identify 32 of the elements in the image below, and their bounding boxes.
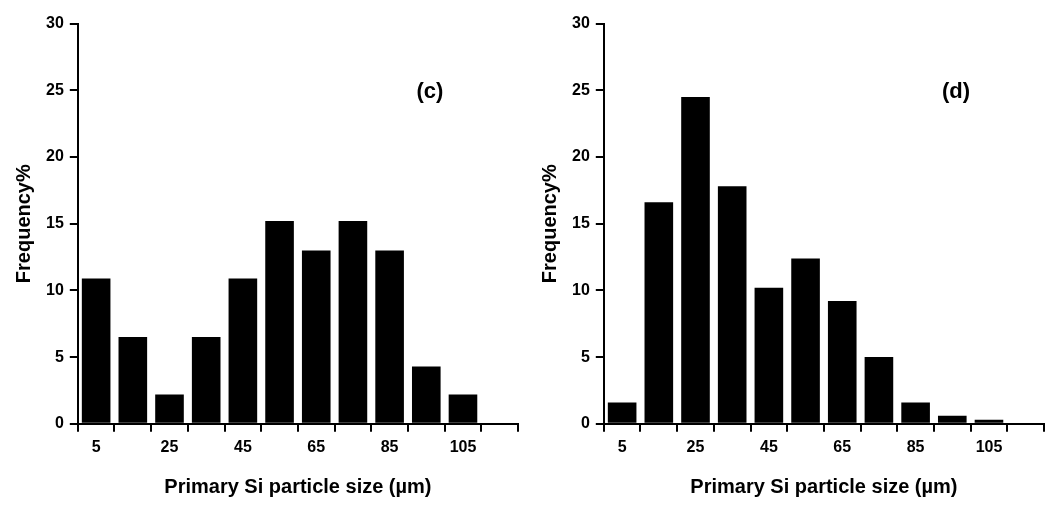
- x-tick-label: 25: [160, 437, 179, 455]
- y-tick-label: 15: [572, 214, 590, 232]
- x-axis-title: Primary Si particle size (µm): [164, 474, 432, 497]
- x-tick-label: 25: [686, 437, 705, 455]
- y-tick-label: 25: [46, 80, 64, 98]
- x-tick-label: 105: [975, 437, 1003, 455]
- y-tick-label: 10: [46, 280, 64, 298]
- y-tick-label: 20: [572, 147, 590, 165]
- x-tick-label: 85: [906, 437, 925, 455]
- y-tick-label: 20: [46, 147, 64, 165]
- x-axis-title: Primary Si particle size (µm): [690, 474, 958, 497]
- x-tick-label: 65: [307, 437, 326, 455]
- y-tick-label: 5: [54, 347, 64, 365]
- y-tick-label: 10: [572, 280, 590, 298]
- y-tick-label: 5: [580, 347, 590, 365]
- annotation: (c): [416, 77, 444, 103]
- x-tick-label: 45: [233, 437, 252, 455]
- x-tick-label: 65: [833, 437, 852, 455]
- y-tick-label: 30: [572, 14, 590, 32]
- x-tick-label: 85: [380, 437, 399, 455]
- y-axis-title: Frequency%: [537, 164, 560, 284]
- y-tick-label: 30: [46, 14, 64, 32]
- y-axis-title: Frequency%: [11, 164, 34, 284]
- x-tick-label: 45: [759, 437, 778, 455]
- y-tick-label: 0: [580, 414, 590, 432]
- x-tick-label: 5: [91, 437, 101, 455]
- annotation: (d): [941, 77, 971, 103]
- y-tick-label: 25: [572, 80, 590, 98]
- x-tick-label: 105: [449, 437, 477, 455]
- x-tick-label: 5: [617, 437, 627, 455]
- y-tick-label: 0: [54, 414, 64, 432]
- y-tick-label: 15: [46, 214, 64, 232]
